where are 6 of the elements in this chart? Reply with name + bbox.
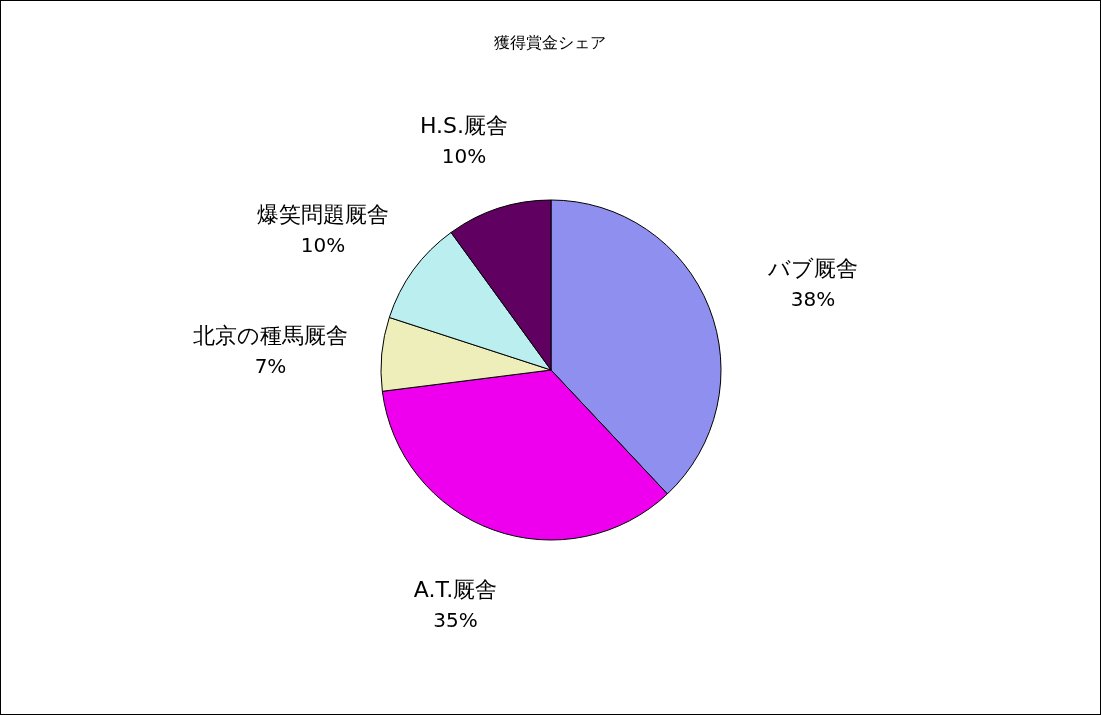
pie-slice — [381, 369, 668, 541]
chart-title: 獲得賞金シェア — [494, 33, 606, 52]
pie-slice — [450, 199, 552, 371]
pie-slice — [380, 316, 552, 392]
pie-slice — [550, 199, 722, 495]
pie-slice — [388, 231, 552, 371]
